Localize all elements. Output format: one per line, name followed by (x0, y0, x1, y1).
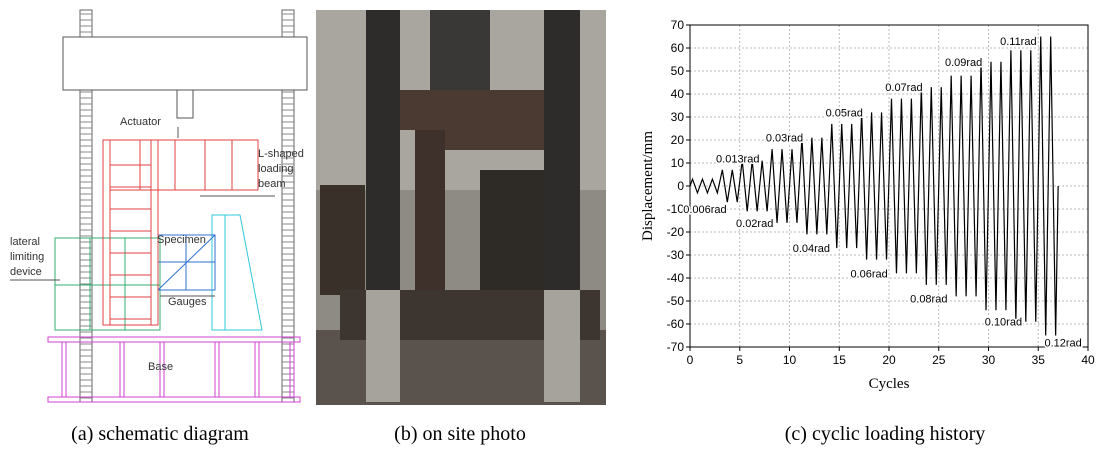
photo-device (320, 185, 365, 295)
photo-column (544, 10, 580, 300)
photo-device (480, 170, 545, 290)
annotation: 0.013rad (716, 153, 759, 165)
diagram-label: Gauges (168, 296, 207, 308)
x-tick-label: 30 (982, 353, 996, 367)
diagram-label: Specimen (157, 234, 206, 246)
annotation: 0.02rad (736, 218, 773, 230)
base-rib (215, 342, 219, 397)
schematic-panel: Actuator L-shaped loading beam Specimen later… (10, 10, 307, 402)
y-axis-label: Displacement/mm (640, 131, 656, 241)
x-tick-label: 20 (882, 353, 896, 367)
y-tick-label: 20 (671, 133, 685, 147)
photo-actuator (430, 10, 490, 90)
x-tick-label: 10 (783, 353, 797, 367)
annotation: 0.006rad (683, 204, 726, 216)
annotation: 0.06rad (850, 268, 887, 280)
base-rib (120, 342, 124, 397)
y-tick-label: 70 (671, 18, 685, 32)
diagram-label: Base (148, 361, 173, 373)
support (212, 215, 262, 330)
y-tick-label: 60 (671, 41, 685, 55)
annotation: 0.05rad (826, 107, 863, 119)
diagram-label: device (10, 266, 42, 278)
base-rib (62, 342, 66, 397)
annotation: 0.08rad (910, 294, 947, 306)
chart-panel: -70 -60 -50 -40 -30 -20 -10 0 10 20 30 40 50 60 70 0 5 10… (640, 18, 1095, 392)
caption: (b) on site photo (394, 423, 526, 445)
y-tick-label: 30 (671, 110, 685, 124)
diagram-label: limiting (10, 251, 44, 263)
annotation: 0.12rad (1044, 337, 1081, 349)
x-tick-label: 15 (833, 353, 847, 367)
x-tick-label: 35 (1032, 353, 1046, 367)
lateral-device (55, 238, 160, 330)
x-tick-label: 0 (687, 353, 694, 367)
x-tick-label: 25 (932, 353, 946, 367)
photo-column-lower (544, 290, 580, 402)
base-rib (255, 342, 259, 397)
y-tick-label: 50 (671, 64, 685, 78)
annotation: 0.07rad (885, 82, 922, 94)
caption: (a) schematic diagram (71, 423, 249, 445)
y-tick-label: -40 (667, 271, 685, 285)
x-tick-label: 5 (736, 353, 743, 367)
photo-column (366, 10, 400, 300)
y-tick-label: -30 (667, 248, 685, 262)
y-tick-label: 0 (677, 179, 684, 193)
photo-panel (316, 10, 606, 405)
annotation: 0.09rad (945, 57, 982, 69)
y-tick-label: -10 (667, 202, 685, 216)
y-tick-label: 10 (671, 156, 685, 170)
y-tick-label: -60 (667, 317, 685, 331)
diagram-label: Actuator (120, 116, 161, 128)
annotation: 0.11rad (1000, 36, 1037, 48)
data-line (690, 37, 1058, 336)
y-tick-label: 40 (671, 87, 685, 101)
diagram-label: lateral (10, 236, 40, 248)
caption: (c) cyclic loading history (785, 423, 986, 445)
annotation: 0.03rad (766, 133, 803, 145)
photo-column-lower (366, 290, 400, 402)
photo-frame (415, 130, 445, 300)
figure: Actuator L-shaped loading beam Specimen later… (0, 0, 1097, 452)
photo-frame (445, 130, 545, 150)
y-tick-label: -50 (667, 294, 685, 308)
y-tick-label: -70 (667, 340, 685, 354)
diagram-label: beam (258, 178, 286, 190)
x-tick-label: 40 (1081, 353, 1095, 367)
annotation: 0.04rad (793, 243, 830, 255)
actuator (177, 90, 193, 118)
y-tick-label: -20 (667, 225, 685, 239)
photo-frame (390, 90, 550, 130)
crossbeam (63, 37, 307, 90)
annotation: 0.10rad (985, 317, 1022, 329)
x-axis-label: Cycles (869, 376, 910, 392)
diagram-label: loading (258, 163, 293, 175)
diagram-label: L-shaped (258, 148, 304, 160)
